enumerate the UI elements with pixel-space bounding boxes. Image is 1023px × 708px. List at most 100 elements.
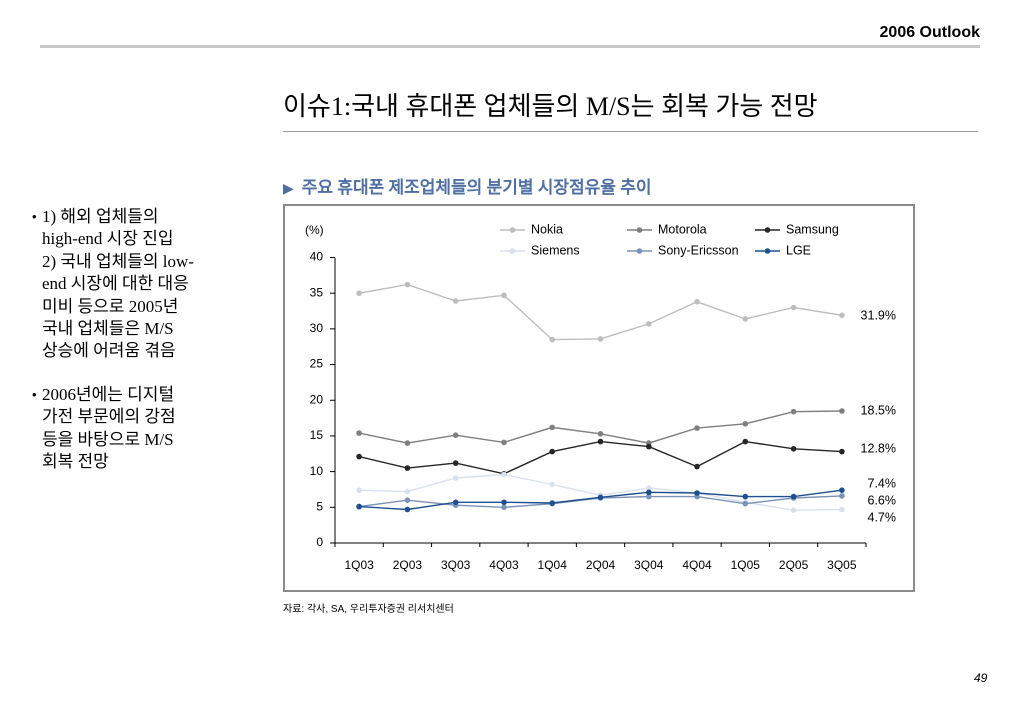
data-point-sony-ericsson bbox=[742, 500, 749, 507]
x-tick-label: 3Q03 bbox=[441, 558, 471, 572]
legend-marker-dot bbox=[509, 227, 516, 233]
legend-item: Siemens bbox=[500, 243, 580, 257]
legend-label: LGE bbox=[786, 243, 811, 257]
bullet-list: • 1) 해외 업체들의 high-end 시장 진입 2) 국내 업체들의 l… bbox=[30, 206, 275, 494]
data-point-nokia bbox=[742, 316, 749, 322]
legend-label: Samsung bbox=[786, 222, 839, 236]
data-point-siemens bbox=[501, 471, 507, 478]
market-share-line-chart: (%) 0 5 10 15 20 25 30 35 40 1Q03 2Q03 3Q03 4Q03 1Q04… bbox=[283, 204, 915, 592]
bullet-line: 상승에 어려움 겪음 bbox=[42, 341, 176, 361]
data-point-nokia bbox=[501, 292, 507, 299]
data-point-lge bbox=[452, 499, 459, 506]
report-title: 2006 Outlook bbox=[879, 24, 980, 41]
bullet-line: 1) 해외 업체들의 bbox=[42, 207, 159, 226]
series-samsung: 12.8% bbox=[356, 438, 896, 477]
y-tick-label: 0 bbox=[316, 535, 323, 549]
bullet-line: 2006년에는 디지털 bbox=[42, 384, 175, 404]
data-point-siemens bbox=[404, 488, 411, 495]
data-point-lge bbox=[742, 493, 749, 500]
source-note: 자료: 각사, SA, 우리투자증권 리서치센터 bbox=[283, 604, 454, 615]
header-divider bbox=[40, 45, 980, 48]
data-point-lge bbox=[356, 503, 362, 510]
data-point-motorola bbox=[452, 432, 459, 438]
title-divider bbox=[283, 131, 978, 132]
legend-item: Samsung bbox=[755, 222, 839, 236]
bullet-line: 미비 등으로 2005년 bbox=[42, 296, 179, 316]
bullet-line: end 시장에 대한 대응 bbox=[42, 274, 189, 294]
y-tick-label: 30 bbox=[310, 321, 324, 335]
legend-marker-dot bbox=[764, 248, 771, 254]
legend: Nokia Motorola Samsung Siemens Sony-Ericsson… bbox=[500, 222, 839, 257]
data-point-siemens bbox=[790, 507, 797, 513]
legend-marker-dot bbox=[636, 227, 643, 233]
end-label-sony-ericsson: 6.6% bbox=[868, 493, 897, 507]
y-tick-label: 40 bbox=[310, 250, 324, 264]
x-tick-label: 3Q05 bbox=[827, 558, 857, 572]
legend-label: Siemens bbox=[531, 243, 580, 257]
x-axis-ticks: 1Q03 2Q03 3Q03 4Q03 1Q04 2Q04 3Q04 4Q04 1Q05 2Q05… bbox=[334, 543, 867, 572]
bullet-line: 2) 국내 업체들의 low- bbox=[42, 251, 194, 271]
data-point-motorola bbox=[790, 408, 797, 415]
legend-marker-dot bbox=[509, 248, 516, 254]
x-tick-label: 4Q04 bbox=[682, 558, 712, 572]
bullet-dot-icon: • bbox=[32, 386, 37, 402]
chart-container: (%) 0 5 10 15 20 25 30 35 40 1Q03 2Q03 3Q03 4Q03 1Q04… bbox=[283, 204, 915, 592]
data-point-samsung bbox=[646, 443, 652, 450]
end-label-motorola: 18.5% bbox=[861, 403, 896, 417]
bullet-line: 가전 부문에의 강점 bbox=[42, 407, 176, 427]
legend-item: Nokia bbox=[500, 222, 563, 236]
data-point-samsung bbox=[839, 448, 845, 455]
data-point-nokia bbox=[452, 298, 459, 304]
end-label-samsung: 12.8% bbox=[861, 441, 896, 455]
bullet-line: high-end 시장 진입 bbox=[42, 229, 174, 249]
bullet-item: • 2006년에는 디지털 가전 부문에의 강점 등을 바탕으로 M/S 회복 … bbox=[30, 384, 275, 474]
data-point-lge bbox=[790, 493, 797, 500]
data-point-sony-ericsson bbox=[646, 493, 652, 500]
data-point-nokia bbox=[356, 290, 362, 296]
legend-marker-dot bbox=[636, 248, 643, 254]
data-point-nokia bbox=[646, 321, 652, 327]
data-point-sony-ericsson bbox=[404, 497, 411, 504]
x-tick-label: 1Q04 bbox=[538, 558, 568, 572]
data-point-lge bbox=[501, 499, 507, 506]
series-sony-ericsson: 6.6% bbox=[356, 493, 897, 511]
y-tick-label: 20 bbox=[310, 392, 324, 406]
end-label-nokia: 31.9% bbox=[861, 308, 896, 322]
data-point-motorola bbox=[694, 425, 700, 431]
legend-item: Motorola bbox=[627, 222, 707, 236]
x-tick-label: 2Q04 bbox=[586, 558, 616, 572]
data-point-lge bbox=[646, 489, 652, 496]
slide-title: 이슈1:국내 휴대폰 업체들의 M/S는 회복 가능 전망 bbox=[283, 92, 818, 121]
page-number: 49 bbox=[974, 671, 988, 685]
data-point-siemens bbox=[646, 485, 652, 491]
data-point-sony-ericsson bbox=[839, 493, 845, 499]
y-tick-label: 10 bbox=[310, 464, 324, 478]
data-point-lge bbox=[694, 490, 700, 496]
data-point-samsung bbox=[404, 465, 411, 471]
bullet-line: 회복 전망 bbox=[42, 452, 109, 472]
end-label-siemens: 4.7% bbox=[868, 510, 897, 524]
data-point-siemens bbox=[549, 481, 555, 488]
series-nokia: 31.9% bbox=[356, 281, 896, 343]
end-label-lge: 7.4% bbox=[868, 476, 897, 490]
chart-frame bbox=[283, 204, 915, 592]
y-axis-ticks: 0 5 10 15 20 25 30 35 40 bbox=[310, 250, 335, 549]
data-point-nokia bbox=[790, 304, 797, 311]
bullet-item: • 1) 해외 업체들의 high-end 시장 진입 2) 국내 업체들의 l… bbox=[30, 206, 275, 363]
data-point-samsung bbox=[790, 446, 797, 452]
legend-label: Motorola bbox=[658, 222, 707, 236]
data-point-motorola bbox=[597, 431, 604, 437]
data-point-lge bbox=[404, 506, 411, 513]
series-lge: 7.4% bbox=[356, 476, 897, 513]
data-point-nokia bbox=[694, 299, 700, 305]
data-point-motorola bbox=[501, 439, 507, 446]
chart-subtitle: ▶ 주요 휴대폰 제조업체들의 분기별 시장점유율 추이 bbox=[283, 176, 651, 201]
legend-item: Sony-Ericsson bbox=[627, 243, 739, 257]
legend-label: Nokia bbox=[531, 222, 563, 236]
data-point-siemens bbox=[839, 506, 845, 513]
data-point-samsung bbox=[452, 460, 459, 466]
data-point-motorola bbox=[404, 440, 411, 446]
data-point-nokia bbox=[839, 312, 845, 319]
bullet-line: 등을 바탕으로 M/S bbox=[42, 429, 174, 449]
